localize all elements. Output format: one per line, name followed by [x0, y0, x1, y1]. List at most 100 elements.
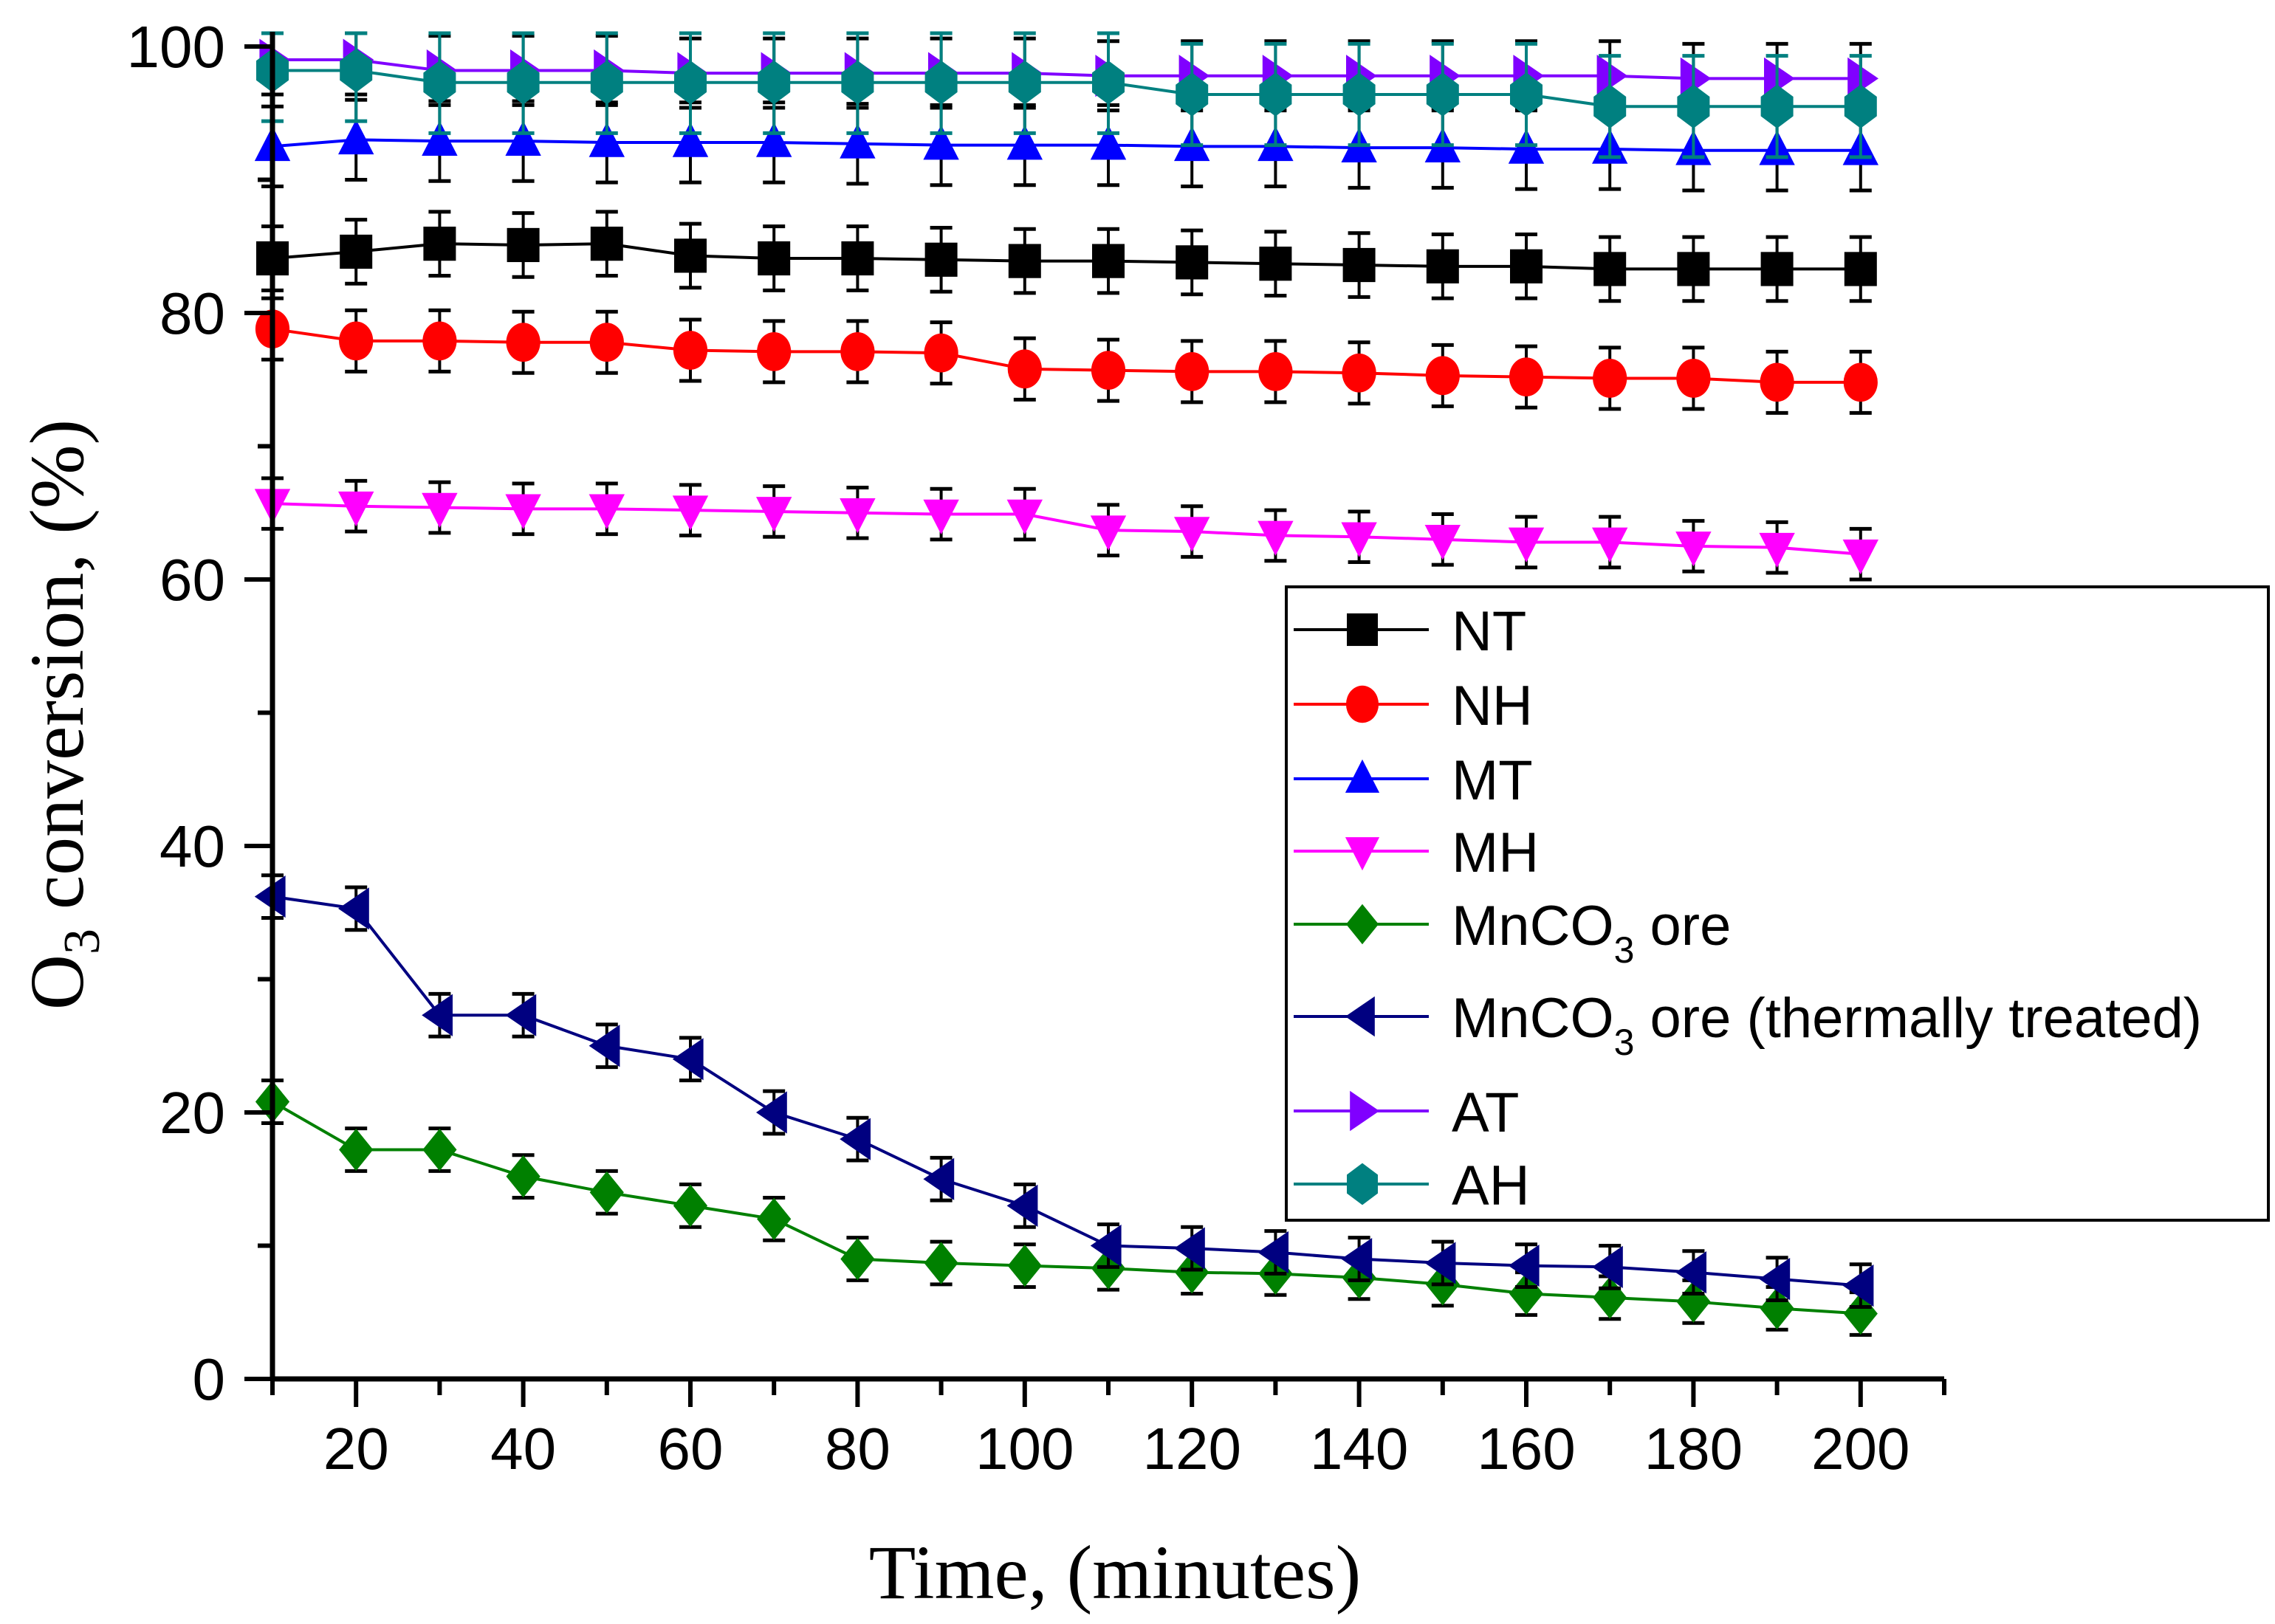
- legend-label-main: AH: [1452, 1155, 1530, 1217]
- square-marker: [1259, 247, 1292, 281]
- square-marker: [1176, 245, 1209, 280]
- y-axis-title-sub: 3: [54, 929, 111, 954]
- triangle-down-marker: [1345, 837, 1380, 871]
- x-axis-title: Time, (minutes): [869, 1530, 1361, 1615]
- circle-marker: [506, 323, 541, 362]
- triangle-down-marker: [1257, 520, 1294, 556]
- square-marker: [590, 227, 623, 261]
- hexagon-marker: [1593, 84, 1627, 128]
- triangle-left-marker: [1592, 1245, 1623, 1288]
- triangle-up-marker: [1006, 125, 1043, 160]
- legend-item: NH: [1294, 675, 1533, 737]
- triangle-left-marker: [1424, 1242, 1456, 1284]
- triangle-right-marker: [1350, 1090, 1380, 1132]
- circle-marker: [757, 331, 792, 371]
- diamond-marker: [422, 1128, 457, 1171]
- triangle-left-marker: [1341, 1237, 1373, 1281]
- triangle-down-marker: [589, 494, 625, 529]
- square-marker: [423, 227, 456, 261]
- legend-label-main: AT: [1452, 1081, 1519, 1144]
- triangle-left-marker: [338, 887, 369, 930]
- hexagon-marker: [1008, 61, 1041, 105]
- hexagon-marker: [590, 61, 623, 105]
- legend-label-main: NH: [1452, 675, 1533, 737]
- triangle-left-marker: [1257, 1231, 1289, 1274]
- triangle-down-marker: [840, 498, 876, 534]
- series-mt: [254, 97, 1878, 193]
- square-marker: [841, 241, 874, 276]
- plot-area: [254, 31, 1878, 1337]
- hexagon-marker: [841, 61, 874, 105]
- circle-marker: [589, 323, 624, 362]
- triangle-down-marker: [1090, 515, 1127, 551]
- series-ah: [256, 31, 1877, 159]
- series-at: [259, 31, 1878, 115]
- x-tick-label: 100: [975, 1416, 1074, 1482]
- x-tick-label: 120: [1142, 1416, 1241, 1482]
- triangle-left-marker: [672, 1038, 704, 1081]
- hexagon-marker: [1426, 72, 1459, 117]
- x-tick-label: 140: [1310, 1416, 1408, 1482]
- triangle-down-marker: [1842, 539, 1878, 575]
- hexagon-marker: [1176, 72, 1209, 117]
- square-marker: [1760, 252, 1794, 286]
- legend-label: MT: [1452, 749, 1533, 812]
- diamond-marker: [1007, 1244, 1042, 1287]
- series-mnco3-ore-thermally-treated-: [254, 873, 1874, 1310]
- x-tick-label: 40: [490, 1416, 556, 1482]
- hexagon-marker: [1677, 84, 1710, 128]
- triangle-left-marker: [589, 1025, 620, 1067]
- legend-label-main: MH: [1452, 822, 1539, 884]
- legend-item: MnCO3 ore (thermally treated): [1294, 987, 2202, 1063]
- triangle-left-marker: [923, 1157, 955, 1200]
- diamond-marker: [589, 1171, 624, 1214]
- legend-item: MnCO3 ore: [1294, 895, 1731, 971]
- hexagon-marker: [1259, 72, 1292, 117]
- circle-marker: [1509, 357, 1544, 397]
- diamond-marker: [924, 1242, 958, 1284]
- triangle-down-marker: [1341, 522, 1377, 557]
- circle-marker: [924, 333, 958, 373]
- series-line: [272, 138, 1861, 152]
- square-marker: [1008, 244, 1041, 278]
- square-marker: [507, 227, 540, 263]
- triangle-down-marker: [1592, 527, 1628, 562]
- triangle-down-marker: [1675, 531, 1712, 567]
- triangle-up-marker: [923, 125, 959, 160]
- hexagon-marker: [1760, 84, 1794, 128]
- triangle-left-marker: [1174, 1227, 1205, 1270]
- y-tick-label: 0: [193, 1346, 226, 1412]
- hexagon-marker: [758, 61, 791, 105]
- triangle-up-marker: [422, 120, 458, 156]
- square-marker: [758, 241, 791, 276]
- y-tick-label: 80: [159, 281, 225, 346]
- triangle-down-marker: [422, 492, 458, 529]
- triangle-right-marker: [1596, 55, 1628, 97]
- square-marker: [1593, 252, 1627, 286]
- series-line: [272, 502, 1861, 556]
- circle-marker: [422, 321, 457, 361]
- legend-label: AT: [1452, 1081, 1519, 1144]
- square-marker: [1426, 249, 1459, 283]
- square-marker: [340, 234, 373, 269]
- legend-label-rest: ore (thermally treated): [1634, 987, 2202, 1050]
- hexagon-marker: [674, 61, 707, 105]
- y-axis-title-rest: conversion, (%): [15, 419, 100, 929]
- diamond-marker: [1345, 904, 1379, 945]
- triangle-down-marker: [923, 499, 959, 535]
- circle-marker: [1007, 349, 1042, 389]
- legend-label: MnCO3 ore (thermally treated): [1452, 987, 2202, 1063]
- y-tick-label: 60: [159, 547, 225, 613]
- triangle-down-marker: [1006, 499, 1043, 535]
- legend-label: NH: [1452, 675, 1533, 737]
- hexagon-marker: [1510, 72, 1543, 117]
- square-marker: [1342, 247, 1376, 283]
- legend-label-main: NT: [1452, 600, 1526, 663]
- circle-marker: [1091, 351, 1126, 390]
- diamond-marker: [673, 1184, 708, 1227]
- triangle-down-marker: [1174, 517, 1210, 552]
- circle-marker: [1676, 359, 1711, 398]
- triangle-left-marker: [1759, 1258, 1791, 1301]
- legend-label-main: MnCO: [1452, 895, 1614, 957]
